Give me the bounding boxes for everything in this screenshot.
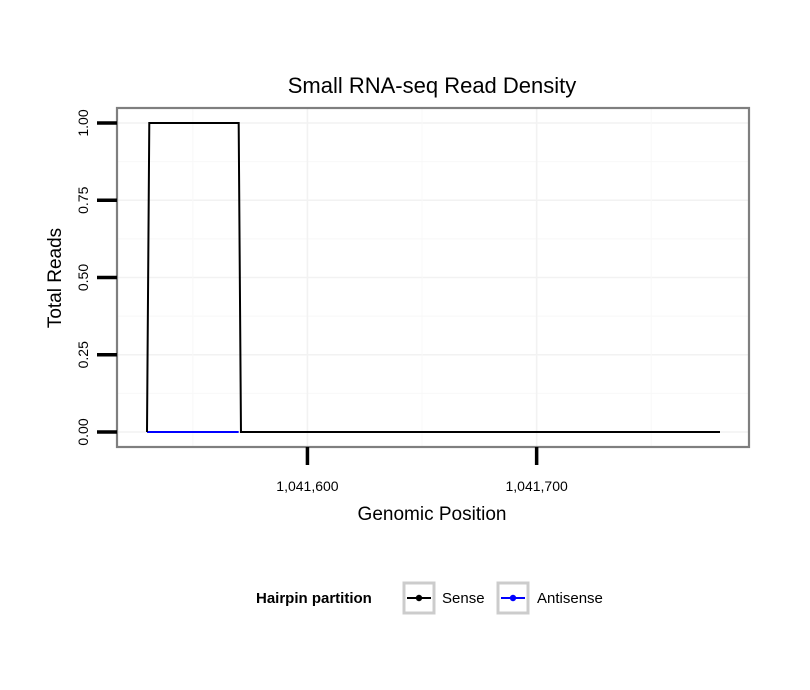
legend-title: Hairpin partition [256, 590, 372, 607]
grid-lines [117, 108, 749, 447]
legend: Hairpin partition Sense Antisense [256, 581, 603, 615]
chart-title: Small RNA-seq Read Density [288, 73, 577, 98]
legend-marker-antisense [509, 594, 517, 602]
legend-label-sense: Sense [442, 590, 485, 607]
x-axis-title: Genomic Position [358, 504, 507, 525]
y-tick-label-0-00: 0.00 [75, 418, 91, 445]
y-axis-title: Total Reads [45, 228, 66, 328]
y-tick-label-0-75: 0.75 [75, 186, 91, 213]
y-tick-label-1-00: 1.00 [75, 109, 91, 136]
y-tick-label-0-50: 0.50 [75, 264, 91, 291]
y-tick-label-0-25: 0.25 [75, 341, 91, 368]
y-axis-ticks: 0.00 0.25 0.50 0.75 1.00 [75, 109, 117, 446]
x-tick-label-1041700: 1,041,700 [505, 478, 567, 494]
legend-marker-sense [415, 594, 423, 602]
x-tick-label-1041600: 1,041,600 [276, 478, 338, 494]
series-lines [146, 122, 720, 433]
legend-label-antisense: Antisense [537, 590, 603, 607]
series-sense-line [146, 122, 720, 433]
x-axis-ticks: 1,041,600 1,041,700 [276, 447, 568, 494]
